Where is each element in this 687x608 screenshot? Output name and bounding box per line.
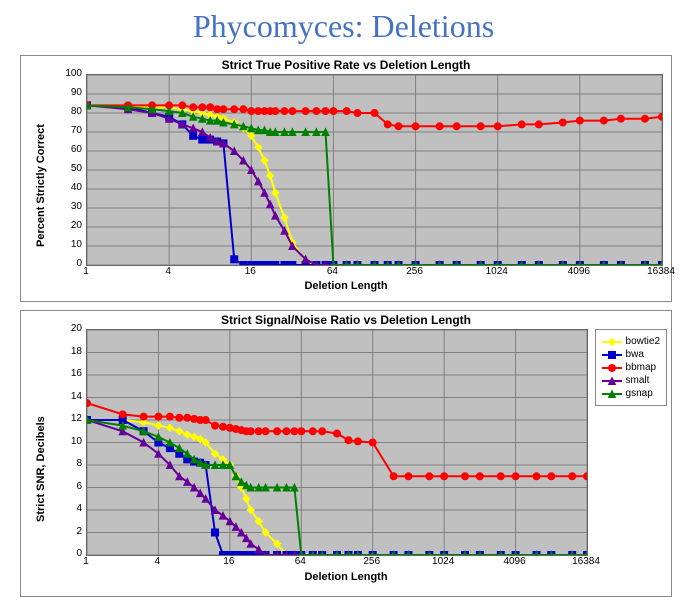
ytick: 70	[52, 125, 82, 136]
ytick: 30	[52, 201, 82, 212]
xtick: 4	[155, 556, 161, 567]
page-title: Phycomyces: Deletions	[0, 8, 687, 45]
ytick: 40	[52, 182, 82, 193]
legend-item-gsnap: gsnap	[602, 388, 660, 399]
ytick: 4	[52, 503, 82, 514]
chart2-svg	[87, 330, 587, 555]
ytick: 6	[52, 481, 82, 492]
ytick: 20	[52, 323, 82, 334]
legend-label: bowtie2	[626, 336, 660, 347]
ytick: 20	[52, 220, 82, 231]
ytick: 80	[52, 106, 82, 117]
ytick: 14	[52, 391, 82, 402]
xtick: 16384	[647, 266, 675, 277]
ytick: 90	[52, 87, 82, 98]
xtick: 256	[406, 266, 423, 277]
ytick: 10	[52, 436, 82, 447]
chart1-title: Strict True Positive Rate vs Deletion Le…	[21, 58, 671, 72]
legend-label: smalt	[626, 375, 650, 386]
xtick: 1024	[486, 266, 508, 277]
ytick: 60	[52, 144, 82, 155]
xtick: 4096	[503, 556, 525, 567]
xtick: 1024	[432, 556, 454, 567]
ytick: 0	[52, 548, 82, 559]
ytick: 50	[52, 163, 82, 174]
xtick: 1	[83, 266, 89, 277]
legend-item-bwa: bwa	[602, 349, 660, 360]
xtick: 16	[223, 556, 234, 567]
legend-label: bbmap	[626, 362, 657, 373]
chart1-ylabel: Percent Strictly Correct	[35, 97, 47, 247]
xtick: 64	[327, 266, 338, 277]
xtick: 1	[83, 556, 89, 567]
chart2-ylabel: Strict SNR, Decibels	[35, 372, 47, 522]
chart2-title: Strict Signal/Noise Ratio vs Deletion Le…	[21, 313, 671, 327]
chart-strict-snr: Strict Signal/Noise Ratio vs Deletion Le…	[20, 310, 672, 597]
legend-item-bbmap: bbmap	[602, 362, 660, 373]
ytick: 10	[52, 239, 82, 250]
legend-label: bwa	[626, 349, 644, 360]
legend-item-bowtie2: bowtie2	[602, 336, 660, 347]
legend-label: gsnap	[626, 388, 653, 399]
ytick: 16	[52, 368, 82, 379]
legend-item-smalt: smalt	[602, 375, 660, 386]
legend: bowtie2 bwa bbmap smalt gsnap	[595, 329, 667, 406]
xtick: 16	[245, 266, 256, 277]
ytick: 18	[52, 346, 82, 357]
chart2-xlabel: Deletion Length	[21, 571, 671, 583]
chart-strict-tpr: Strict True Positive Rate vs Deletion Le…	[20, 55, 672, 302]
xtick: 4	[165, 266, 171, 277]
ytick: 12	[52, 413, 82, 424]
ytick: 0	[52, 258, 82, 269]
page: Phycomyces: Deletions Strict True Positi…	[0, 0, 687, 608]
ytick: 100	[52, 68, 82, 79]
chart1-xlabel: Deletion Length	[21, 280, 671, 292]
ytick: 2	[52, 526, 82, 537]
xtick: 256	[363, 556, 380, 567]
chart1-plot-area	[86, 74, 663, 266]
chart1-svg	[87, 75, 662, 265]
xtick: 4096	[568, 266, 590, 277]
ytick: 8	[52, 458, 82, 469]
xtick: 16384	[572, 556, 600, 567]
chart2-plot-area	[86, 329, 588, 556]
xtick: 64	[295, 556, 306, 567]
